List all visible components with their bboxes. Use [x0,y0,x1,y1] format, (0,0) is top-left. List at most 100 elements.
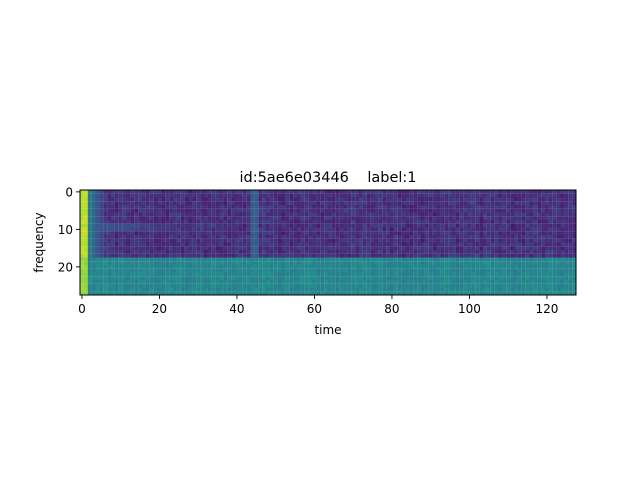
heatmap-cell [506,265,511,269]
heatmap-cell [568,235,573,239]
heatmap-cell [339,242,344,247]
heatmap-cell [324,212,329,217]
heatmap-cell [180,231,185,236]
heatmap-cell [545,283,549,288]
heatmap-cell [335,257,340,262]
heatmap-cell [250,283,255,288]
heatmap-cell [324,231,329,236]
heatmap-cell [409,276,414,281]
heatmap-cell [242,231,247,236]
heatmap-cell [153,272,158,277]
heatmap-cell [339,276,344,281]
heatmap-cell [448,280,453,284]
heatmap-cell [560,235,565,239]
heatmap-cell [262,242,267,247]
heatmap-cell [215,280,220,284]
heatmap-cell [529,212,534,217]
heatmap-cell [564,265,569,269]
heatmap-cell [328,242,332,247]
heatmap-cell [145,291,150,296]
heatmap-cell [118,223,123,228]
heatmap-cell [401,190,406,194]
heatmap-cell [510,220,515,224]
heatmap-cell [269,257,274,262]
heatmap-cell [537,246,542,251]
heatmap-cell [188,238,193,243]
heatmap-cell [452,197,456,202]
heatmap-cell [161,242,166,247]
heatmap-cell [351,276,356,281]
heatmap-cell [91,287,96,292]
heatmap-cell [83,193,88,198]
heatmap-cell [308,220,313,224]
heatmap-cell [196,268,201,273]
heatmap-cell [486,257,491,262]
heatmap-cell [157,235,162,239]
heatmap-cell [293,257,298,262]
heatmap-cell [324,216,329,221]
heatmap-cell [111,265,115,269]
heatmap-cell [541,261,546,266]
heatmap-cell [424,272,429,277]
heatmap-cell [95,238,100,243]
heatmap-cell [343,261,348,266]
heatmap-cell [428,250,433,254]
heatmap-cell [266,205,270,209]
heatmap-cell [324,208,329,213]
heatmap-cell [95,227,100,232]
heatmap-cell [157,216,162,221]
heatmap-cell [440,276,445,281]
heatmap-cell [428,272,433,277]
heatmap-cell [242,212,247,217]
heatmap-cell [103,250,108,254]
heatmap-cell [328,216,332,221]
heatmap-cell [560,276,565,281]
heatmap-cell [157,268,162,273]
heatmap-cell [99,257,104,262]
heatmap-cell [386,212,391,217]
heatmap-cell [169,242,174,247]
heatmap-cell [467,220,472,224]
heatmap-cell [289,220,294,224]
heatmap-cell [324,235,329,239]
heatmap-cell [176,193,181,198]
heatmap-cell [440,272,445,277]
heatmap-cell [486,268,491,273]
heatmap-cell [421,268,425,273]
heatmap-cell [502,250,507,254]
heatmap-cell [386,216,391,221]
heatmap-cell [219,276,224,281]
heatmap-cell [200,246,205,251]
heatmap-cell [529,280,534,284]
heatmap-cell [533,287,538,292]
heatmap-cell [494,193,499,198]
heatmap-cell [111,246,115,251]
heatmap-cell [200,272,205,277]
heatmap-cell [541,208,546,213]
heatmap-cell [126,283,131,288]
heatmap-cell [382,250,387,254]
heatmap-cell [366,250,371,254]
heatmap-cell [471,208,476,213]
heatmap-cell [517,276,522,281]
heatmap-cell [397,205,402,209]
heatmap-cell [262,291,267,296]
heatmap-cell [204,208,208,213]
heatmap-cell [200,208,205,213]
heatmap-cell [192,257,197,262]
heatmap-cell [436,220,441,224]
heatmap-cell [231,242,236,247]
heatmap-cell [490,193,495,198]
heatmap-cell [378,272,383,277]
heatmap-cell [192,261,197,266]
heatmap-cell [242,287,247,292]
heatmap-cell [525,272,530,277]
heatmap-cell [440,287,445,292]
heatmap-cell [223,250,228,254]
heatmap-cell [304,283,309,288]
heatmap-cell [401,201,406,206]
heatmap-cell [564,238,569,243]
heatmap-cell [297,272,301,277]
heatmap-cell [235,280,239,284]
heatmap-cell [277,238,282,243]
